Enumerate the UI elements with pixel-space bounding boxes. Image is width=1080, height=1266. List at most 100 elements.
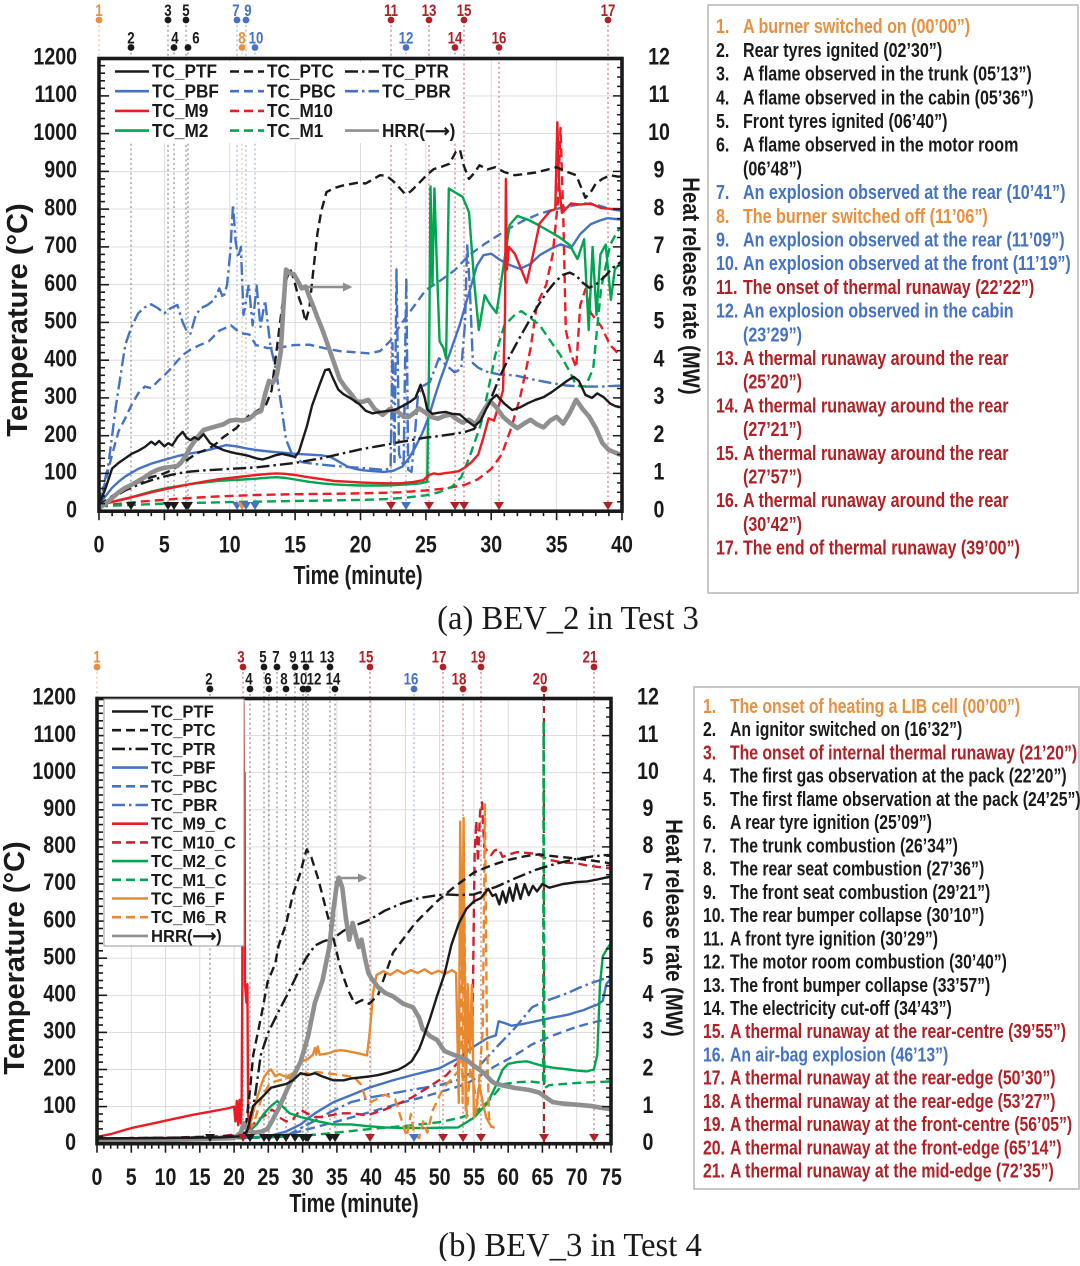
svg-text:2: 2 xyxy=(127,29,134,48)
svg-text:900: 900 xyxy=(43,794,76,822)
svg-text:TC_PBF: TC_PBF xyxy=(151,758,216,777)
svg-text:6: 6 xyxy=(264,670,271,689)
svg-text:1.: 1. xyxy=(716,14,729,37)
svg-text:3: 3 xyxy=(237,648,244,667)
svg-text:2.: 2. xyxy=(716,38,729,61)
svg-text:800: 800 xyxy=(43,831,76,859)
svg-text:4: 4 xyxy=(654,344,665,372)
svg-text:A thermal runaway at the front: A thermal runaway at the front-centre (5… xyxy=(730,1112,1072,1136)
svg-text:6.: 6. xyxy=(703,810,716,834)
svg-text:8.: 8. xyxy=(703,857,716,881)
svg-text:1: 1 xyxy=(654,458,665,486)
svg-text:7.: 7. xyxy=(716,180,729,203)
svg-text:0: 0 xyxy=(643,1128,654,1156)
svg-text:5: 5 xyxy=(159,530,170,558)
svg-text:(a) BEV_2 in Test 3: (a) BEV_2 in Test 3 xyxy=(437,599,699,637)
svg-text:10: 10 xyxy=(249,29,264,48)
svg-text:A thermal runaway around the r: A thermal runaway around the rear xyxy=(743,441,1009,464)
svg-text:11: 11 xyxy=(638,720,659,748)
svg-text:TC_PTR: TC_PTR xyxy=(382,61,449,82)
svg-text:30: 30 xyxy=(480,530,502,558)
svg-text:3: 3 xyxy=(654,382,665,410)
svg-text:10: 10 xyxy=(293,670,308,689)
svg-text:20: 20 xyxy=(533,670,548,689)
svg-text:800: 800 xyxy=(44,193,77,221)
svg-text:1.: 1. xyxy=(703,694,716,718)
svg-text:12.: 12. xyxy=(703,949,725,973)
svg-text:2: 2 xyxy=(205,670,212,689)
svg-text:6: 6 xyxy=(654,269,665,297)
svg-text:5: 5 xyxy=(643,942,654,970)
svg-text:Heat release rate (MW): Heat release rate (MW) xyxy=(678,177,705,394)
svg-text:20: 20 xyxy=(223,1163,245,1191)
svg-text:6: 6 xyxy=(643,905,654,933)
svg-text:8: 8 xyxy=(238,29,245,48)
svg-text:100: 100 xyxy=(44,458,77,486)
svg-text:12: 12 xyxy=(648,42,670,70)
svg-text:TC_M10: TC_M10 xyxy=(267,101,333,122)
svg-text:16.: 16. xyxy=(703,1042,725,1066)
svg-text:100: 100 xyxy=(43,1091,76,1119)
svg-text:4: 4 xyxy=(643,979,654,1007)
svg-text:17: 17 xyxy=(432,648,447,667)
svg-text:(06’48”): (06’48”) xyxy=(743,156,802,179)
svg-text:17.: 17. xyxy=(716,536,738,559)
svg-text:TC_M2_C: TC_M2_C xyxy=(151,852,227,871)
svg-text:8: 8 xyxy=(643,831,654,859)
svg-text:TC_PTR: TC_PTR xyxy=(151,740,216,759)
svg-text:700: 700 xyxy=(44,231,77,259)
svg-text:0: 0 xyxy=(94,530,105,558)
svg-text:11: 11 xyxy=(300,648,314,667)
svg-text:700: 700 xyxy=(43,868,76,896)
svg-text:9.: 9. xyxy=(716,228,729,251)
svg-text:A rear tyre ignition (25’09”): A rear tyre ignition (25’09”) xyxy=(730,810,932,834)
svg-text:The burner switched off (11’06: The burner switched off (11’06”) xyxy=(743,204,988,227)
svg-text:16: 16 xyxy=(492,29,507,48)
svg-text:15: 15 xyxy=(359,648,374,667)
svg-text:2: 2 xyxy=(643,1054,654,1082)
svg-text:10: 10 xyxy=(648,118,670,146)
svg-text:TC_M1_C: TC_M1_C xyxy=(151,870,227,889)
svg-text:70: 70 xyxy=(566,1163,588,1191)
svg-text:A thermal runaway at the rear-: A thermal runaway at the rear-edge (53’2… xyxy=(730,1089,1056,1113)
svg-text:55: 55 xyxy=(463,1163,485,1191)
svg-text:TC_M9_C: TC_M9_C xyxy=(151,814,227,833)
svg-text:An explosion observed at the r: An explosion observed at the rear (10’41… xyxy=(743,180,1065,203)
svg-text:The rear bumper collapse (30’1: The rear bumper collapse (30’10”) xyxy=(730,903,984,927)
svg-text:The front bumper collapse (33’: The front bumper collapse (33’57”) xyxy=(730,973,990,997)
svg-text:TC_M6_R: TC_M6_R xyxy=(151,908,227,927)
svg-text:12: 12 xyxy=(399,29,414,48)
svg-text:12: 12 xyxy=(637,683,659,711)
svg-text:0: 0 xyxy=(65,1128,76,1156)
svg-text:400: 400 xyxy=(43,979,76,1007)
svg-text:1: 1 xyxy=(93,648,101,667)
svg-text:Heat release rate (MW): Heat release rate (MW) xyxy=(661,819,688,1036)
svg-text:The first flame observation at: The first flame observation at the pack … xyxy=(730,787,1080,811)
svg-text:TC_PBR: TC_PBR xyxy=(151,796,217,815)
svg-text:17.: 17. xyxy=(703,1066,725,1090)
svg-text:12: 12 xyxy=(307,670,322,689)
svg-text:25: 25 xyxy=(415,530,437,558)
svg-text:1: 1 xyxy=(95,2,103,21)
svg-text:40: 40 xyxy=(360,1163,382,1191)
svg-text:TC_PBR: TC_PBR xyxy=(382,81,451,102)
svg-text:500: 500 xyxy=(43,942,76,970)
svg-text:A thermal runaway around the r: A thermal runaway around the rear xyxy=(743,393,1009,416)
svg-text:TC_PTC: TC_PTC xyxy=(151,721,216,740)
svg-text:The onset of thermal runaway (: The onset of thermal runaway (22’22”) xyxy=(743,275,1034,298)
svg-text:19.: 19. xyxy=(703,1112,725,1136)
svg-text:10.: 10. xyxy=(703,903,725,927)
svg-text:An air-bag explosion (46’13”): An air-bag explosion (46’13”) xyxy=(730,1042,948,1066)
svg-text:20.: 20. xyxy=(703,1135,725,1159)
svg-text:14.: 14. xyxy=(703,996,725,1020)
svg-text:TC_PTF: TC_PTF xyxy=(152,61,217,82)
svg-text:TC_M6_F: TC_M6_F xyxy=(151,889,225,908)
svg-text:600: 600 xyxy=(44,269,77,297)
svg-text:(25’20”): (25’20”) xyxy=(743,370,802,393)
svg-text:45: 45 xyxy=(394,1163,416,1191)
svg-text:9: 9 xyxy=(289,648,296,667)
svg-text:(30’42”): (30’42”) xyxy=(743,512,802,535)
svg-text:25: 25 xyxy=(257,1163,279,1191)
svg-text:A thermal runaway at the front: A thermal runaway at the front-edge (65’… xyxy=(730,1135,1062,1159)
svg-text:A thermal runaway around the r: A thermal runaway around the rear xyxy=(743,488,1009,511)
